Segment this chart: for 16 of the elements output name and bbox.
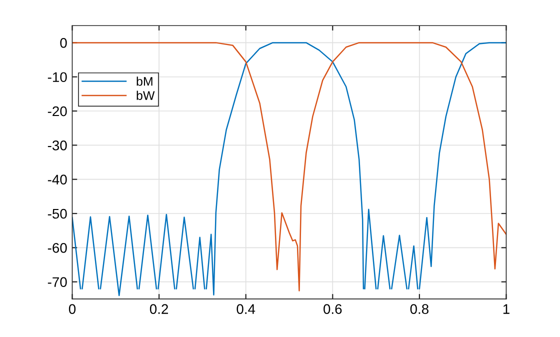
x-tick-label: 0.4 bbox=[236, 304, 256, 314]
y-tick-label: -10 bbox=[48, 72, 67, 82]
x-tick-label: 1 bbox=[503, 304, 510, 314]
x-tick-label: 0.6 bbox=[324, 304, 342, 314]
y-tick-label: -20 bbox=[48, 106, 67, 116]
x-tick-label: 0.2 bbox=[150, 304, 168, 314]
y-tick-label: -70 bbox=[48, 277, 67, 288]
y-tick-label: -30 bbox=[48, 140, 67, 150]
x-tick-label: 0.8 bbox=[410, 304, 428, 314]
legend-label: bW bbox=[136, 90, 155, 100]
y-tick-label: -40 bbox=[48, 174, 67, 185]
y-tick-label: -50 bbox=[48, 208, 67, 219]
y-tick-label: -60 bbox=[48, 243, 67, 253]
legend-label: bM bbox=[136, 76, 152, 86]
y-tick-label: 0 bbox=[60, 38, 67, 48]
x-tick-label: 0 bbox=[68, 304, 76, 314]
